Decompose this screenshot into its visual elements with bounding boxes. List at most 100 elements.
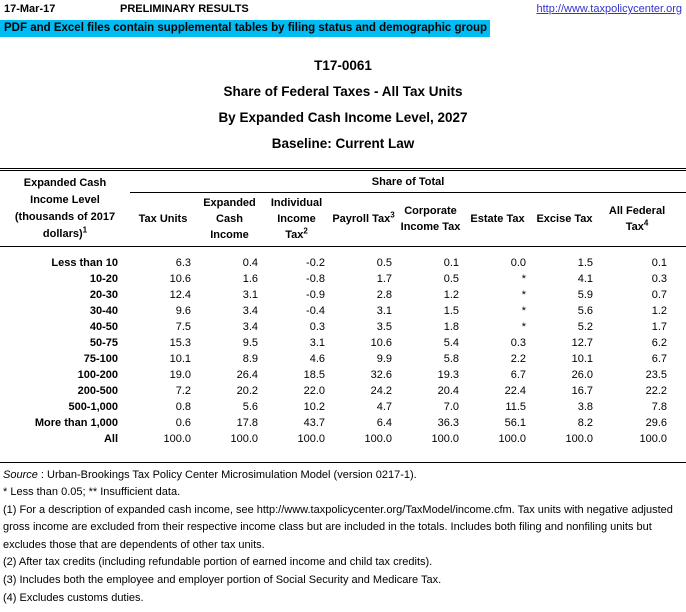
column-header: Expanded Cash Income [196, 192, 263, 247]
source-text: : Urban-Brookings Tax Policy Center Micr… [37, 468, 417, 481]
cell-value: 1.6 [242, 273, 258, 285]
cell-value: 11.5 [505, 401, 526, 413]
title-block: T17-0061 Share of Federal Taxes - All Ta… [0, 53, 686, 157]
column-header: Tax Units [130, 192, 196, 247]
table-row: All 100.0 100.0 100.0 100.0 100.0 100.0 100.0 10… [0, 431, 686, 447]
cell-value: 20.4 [437, 385, 459, 397]
cell-value: 32.6 [370, 369, 392, 381]
table-row: 20-30 12.4 3.1 -0.9 2.8 1.2 * 5.9 0.7 [0, 287, 686, 303]
cell-value: 100.0 [498, 433, 526, 445]
taxpolicycenter-link[interactable]: http://www.taxpolicycenter.org [536, 3, 682, 15]
cell-value: 1.2 [443, 289, 459, 301]
table-row: Less than 10 6.3 0.4 -0.2 0.5 0.1 0.0 1.5 0.1 [0, 247, 686, 272]
cell-value: 5.2 [577, 321, 593, 333]
column-header: Corporate Income Tax [397, 192, 464, 247]
cell-value: * [521, 289, 526, 301]
cell-value: 100.0 [639, 433, 668, 445]
row-label: More than 1,000 [34, 417, 118, 429]
table-header-group-row: Expanded Cash Income Level (thousands of 2… [0, 169, 686, 247]
cell-value: 0.1 [443, 257, 459, 269]
cell-value: 4.1 [577, 273, 593, 285]
cell-value: 22.0 [303, 385, 325, 397]
row-label: Less than 10 [51, 257, 118, 269]
cell-value: 18.5 [303, 369, 325, 381]
column-header: Estate Tax [464, 192, 531, 247]
cell-value: 1.5 [577, 257, 593, 269]
cell-value: 6.3 [175, 257, 191, 269]
cell-value: 24.2 [370, 385, 392, 397]
cell-value: 3.1 [242, 289, 258, 301]
footnote-line: (1) For a description of expanded cash i… [3, 503, 673, 551]
date-label: 17-Mar-17 [4, 3, 56, 15]
cell-value: 19.3 [437, 369, 459, 381]
cell-value: 56.1 [504, 417, 526, 429]
footnote-line: (2) After tax credits (including refunda… [3, 556, 433, 569]
column-header: All Federal Tax4 [598, 192, 686, 247]
cell-value: 10.6 [169, 273, 191, 285]
footnote-line: (3) Includes both the employee and emplo… [3, 574, 442, 587]
cell-value: 0.3 [510, 337, 526, 349]
row-label: 75-100 [83, 353, 118, 365]
footnote-line: * Less than 0.05; ** Insufficient data. [3, 486, 181, 499]
cell-value: 1.5 [443, 305, 459, 317]
cell-value: 9.6 [175, 305, 191, 317]
table-row: 10-20 10.6 1.6 -0.8 1.7 0.5 * 4.1 0.3 [0, 271, 686, 287]
cell-value: -0.2 [306, 257, 325, 269]
cell-value: 8.9 [242, 353, 258, 365]
cell-value: 36.3 [437, 417, 459, 429]
cell-value: 9.5 [242, 337, 258, 349]
source-note: Source : Urban-Brookings Tax Policy Cent… [3, 467, 684, 485]
table-column-header-row: Tax Units Expanded Cash Income Individual Inc… [0, 192, 686, 247]
cell-value: 3.4 [242, 305, 258, 317]
cell-value: 3.1 [309, 337, 325, 349]
row-label: 200-500 [77, 385, 118, 397]
title-line-2: By Expanded Cash Income Level, 2027 [218, 110, 468, 125]
cell-value: 0.4 [242, 257, 258, 269]
cell-value: 1.2 [651, 305, 668, 317]
row-header-expanded-cash-income-level: Expanded Cash Income Level (thousands of 2… [0, 169, 130, 247]
cell-value: 16.7 [571, 385, 593, 397]
cell-value: 4.6 [309, 353, 325, 365]
group-header-share-of-total: Share of Total [130, 169, 686, 193]
cell-value: 22.4 [504, 385, 526, 397]
cell-value: 20.2 [236, 385, 258, 397]
cell-value: 5.9 [577, 289, 593, 301]
column-header: Individual Income Tax2 [263, 192, 330, 247]
cell-value: 7.0 [443, 401, 459, 413]
cell-value: 17.8 [236, 417, 258, 429]
top-header-row: 17-Mar-17 PRELIMINARY RESULTS http://www… [0, 0, 686, 18]
table-row: 40-50 7.5 3.4 0.3 3.5 1.8 * 5.2 1.7 [0, 319, 686, 335]
footnotes: Source : Urban-Brookings Tax Policy Cent… [0, 467, 686, 608]
cell-value: 6.7 [510, 369, 526, 381]
cell-value: 6.7 [651, 353, 668, 365]
cell-value: -0.8 [306, 273, 325, 285]
cell-value: 6.4 [376, 417, 392, 429]
cell-value: 0.7 [651, 289, 668, 301]
row-label: 500-1,000 [68, 401, 118, 413]
cell-value: 5.8 [443, 353, 459, 365]
cell-value: * [521, 321, 526, 333]
table-row: 500-1,000 0.8 5.6 10.2 4.7 7.0 11.5 3.8 7.8 [0, 399, 686, 415]
cell-value: * [521, 273, 526, 285]
share-of-federal-taxes-table: Expanded Cash Income Level (thousands of 2… [0, 168, 686, 463]
supplemental-tables-banner: PDF and Excel files contain supplemental… [0, 20, 491, 37]
cell-value: 6.2 [651, 337, 668, 349]
cell-value: 3.5 [376, 321, 392, 333]
cell-value: 0.3 [309, 321, 325, 333]
cell-value: 100.0 [431, 433, 459, 445]
cell-value: 10.1 [169, 353, 191, 365]
cell-value: 0.0 [510, 257, 526, 269]
cell-value: 1.7 [376, 273, 392, 285]
cell-value: 1.7 [651, 321, 668, 333]
cell-value: 0.8 [175, 401, 191, 413]
cell-value: 10.6 [370, 337, 392, 349]
table-row: 30-40 9.6 3.4 -0.4 3.1 1.5 * 5.6 1.2 [0, 303, 686, 319]
cell-value: 12.4 [169, 289, 191, 301]
cell-value: 100.0 [565, 433, 593, 445]
cell-value: 26.4 [236, 369, 258, 381]
cell-value: 100.0 [297, 433, 325, 445]
cell-value: 43.7 [303, 417, 325, 429]
cell-value: 7.8 [651, 401, 668, 413]
cell-value: 5.6 [242, 401, 258, 413]
cell-value: 7.2 [175, 385, 191, 397]
